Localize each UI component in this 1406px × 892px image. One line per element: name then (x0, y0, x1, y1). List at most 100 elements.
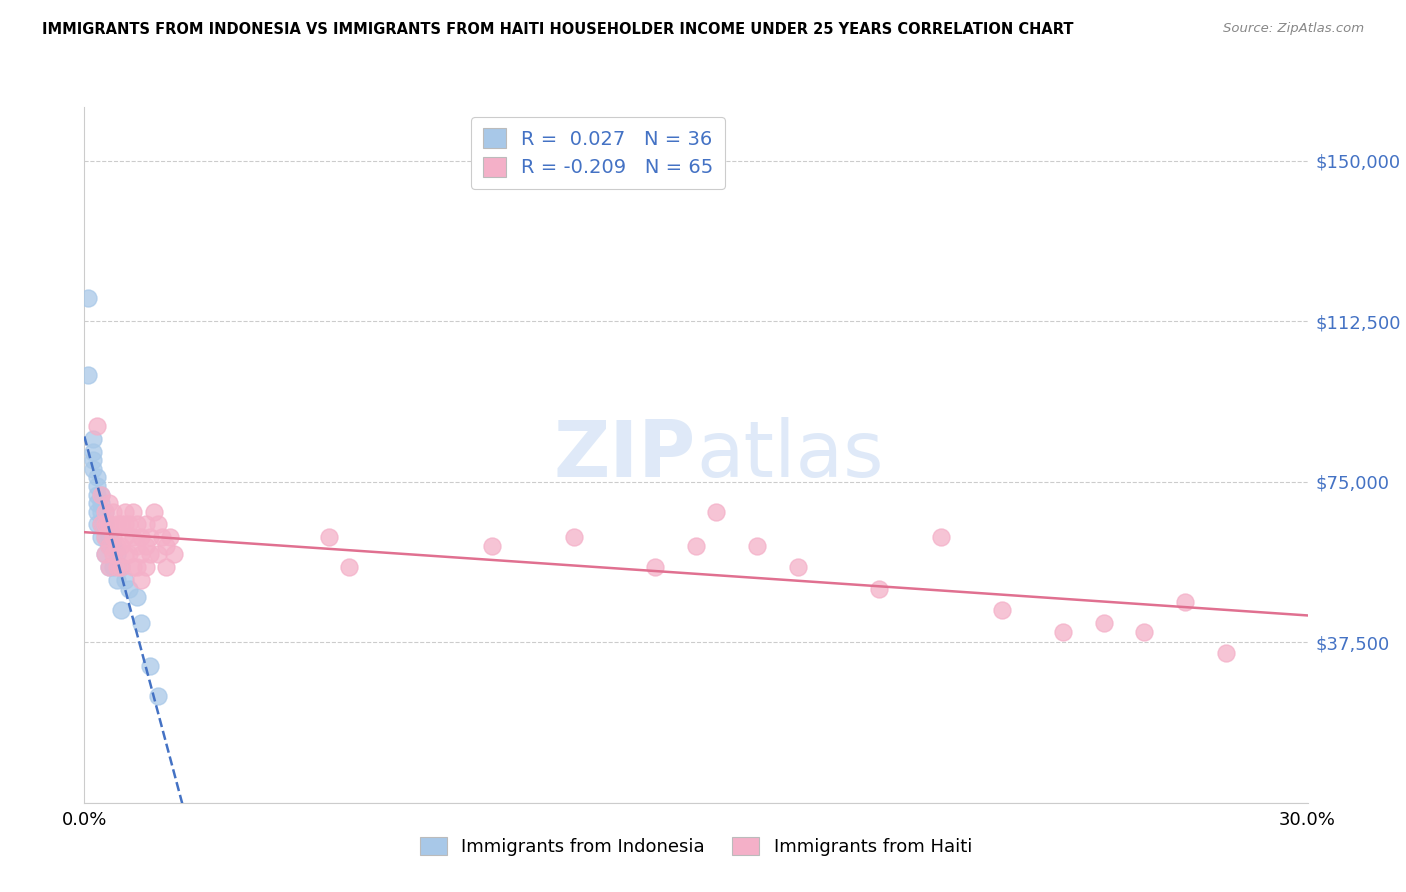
Point (90, 487, 112, 501)
Text: Source: ZipAtlas.com: Source: ZipAtlas.com (1223, 22, 1364, 36)
Text: IMMIGRANTS FROM INDONESIA VS IMMIGRANTS FROM HAITI HOUSEHOLDER INCOME UNDER 25 Y: IMMIGRANTS FROM INDONESIA VS IMMIGRANTS … (42, 22, 1074, 37)
Point (97, 530, 120, 544)
Point (101, 505, 124, 519)
Point (86, 517, 108, 532)
Point (93, 517, 117, 532)
Point (110, 517, 132, 532)
Point (93, 517, 117, 532)
Legend: Immigrants from Indonesia, Immigrants from Haiti: Immigrants from Indonesia, Immigrants fr… (413, 830, 979, 863)
Point (105, 548, 128, 562)
Point (131, 573, 153, 587)
Point (122, 560, 145, 574)
Point (82, 462, 104, 476)
Point (86, 487, 108, 501)
Point (101, 560, 124, 574)
Point (86, 470, 108, 484)
Point (138, 548, 160, 562)
Point (86, 505, 108, 519)
Point (644, 560, 666, 574)
Point (146, 548, 169, 562)
Point (97, 539, 120, 553)
Point (86, 479, 108, 493)
Point (1092, 615, 1115, 630)
Point (77, 368, 100, 382)
Point (991, 603, 1014, 617)
Point (114, 505, 136, 519)
Point (685, 539, 707, 553)
Point (318, 530, 340, 544)
Point (118, 517, 141, 532)
Point (747, 539, 769, 553)
Point (1174, 594, 1197, 608)
Point (1215, 646, 1237, 660)
Point (131, 615, 153, 630)
Point (1052, 624, 1074, 639)
Point (105, 517, 128, 532)
Point (135, 517, 157, 532)
Point (127, 517, 149, 532)
Point (114, 530, 136, 544)
Point (114, 573, 136, 587)
Point (339, 560, 361, 574)
Point (135, 539, 157, 553)
Point (82, 453, 104, 467)
Point (114, 517, 136, 532)
Point (105, 560, 128, 574)
Point (82, 444, 104, 458)
Point (90, 505, 112, 519)
Point (77, 291, 100, 305)
Point (114, 548, 136, 562)
Point (118, 548, 141, 562)
Point (562, 530, 585, 544)
Point (929, 530, 952, 544)
Point (787, 560, 810, 574)
Point (118, 582, 141, 596)
Point (122, 530, 145, 544)
Point (150, 530, 173, 544)
Point (110, 560, 132, 574)
Point (122, 505, 145, 519)
Point (93, 548, 117, 562)
Point (706, 505, 728, 519)
Point (101, 548, 124, 562)
Point (93, 505, 117, 519)
Point (138, 658, 160, 673)
Point (127, 560, 149, 574)
Point (142, 505, 165, 519)
Point (90, 487, 112, 501)
Point (90, 530, 112, 544)
Point (135, 560, 157, 574)
Point (93, 530, 117, 544)
Text: ZIP: ZIP (554, 417, 696, 493)
Point (127, 539, 149, 553)
Point (131, 530, 153, 544)
Point (110, 560, 132, 574)
Point (163, 548, 186, 562)
Point (155, 539, 177, 553)
Point (110, 539, 132, 553)
Point (97, 560, 120, 574)
Point (90, 517, 112, 532)
Point (97, 517, 120, 532)
Point (110, 603, 132, 617)
Point (97, 560, 120, 574)
Point (131, 548, 153, 562)
Point (101, 530, 124, 544)
Point (90, 517, 112, 532)
Point (82, 432, 104, 446)
Point (93, 548, 117, 562)
Point (146, 689, 169, 703)
Point (138, 530, 160, 544)
Point (93, 530, 117, 544)
Point (869, 582, 891, 596)
Point (97, 539, 120, 553)
Point (93, 505, 117, 519)
Point (146, 517, 169, 532)
Point (481, 539, 503, 553)
Point (1133, 624, 1156, 639)
Text: atlas: atlas (696, 417, 883, 493)
Point (127, 591, 149, 605)
Point (86, 496, 108, 510)
Point (105, 573, 128, 587)
Point (105, 539, 128, 553)
